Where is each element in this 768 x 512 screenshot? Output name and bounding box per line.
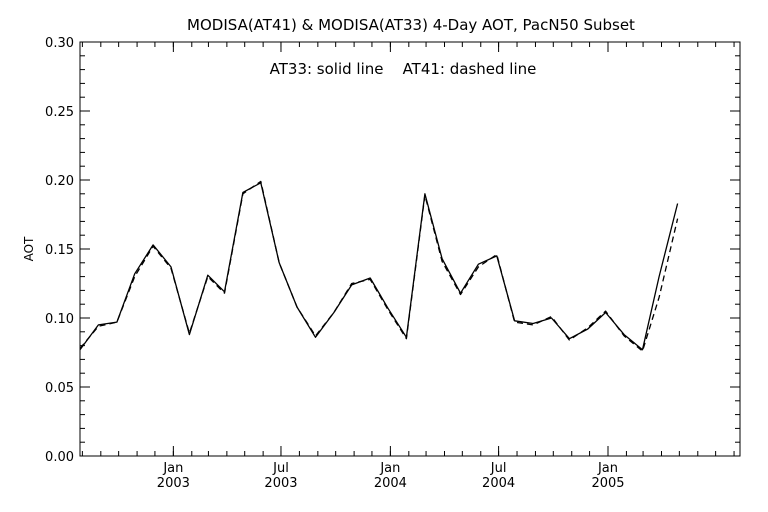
y-tick-label: 0.25 [45,105,74,120]
x-tick-label-month: Jan [597,461,618,476]
x-tick-label-year: 2005 [591,476,624,491]
y-tick-label: 0.15 [45,243,74,258]
series-lines [79,180,679,352]
x-tick-label-year: 2003 [264,476,297,491]
x-tick-label-year: 2004 [374,476,407,491]
plot-frame [79,41,741,457]
chart-title: MODISA(AT41) & MODISA(AT33) 4-Day AOT, P… [187,16,635,34]
y-tick-label: 0.05 [45,381,74,396]
series-line-at33 [79,182,679,351]
series-line-at41 [79,180,679,352]
x-tick-label-year: 2004 [482,476,515,491]
x-tick-label-month: Jul [272,461,289,476]
y-tick-label: 0.30 [45,36,74,51]
chart-annotation: AT33: solid line AT41: dashed line [270,60,537,78]
y-axis-label: AOT [22,236,36,261]
y-tick-label: 0.20 [45,174,74,189]
x-tick-label-month: Jul [490,461,507,476]
x-tick-label-year: 2003 [157,476,190,491]
x-tick-label-month: Jan [162,461,183,476]
y-tick-label: 0.00 [45,450,74,465]
y-tick-label: 0.10 [45,312,74,327]
axes: 0.000.050.100.150.200.250.30Jan2003Jul20… [45,36,740,491]
x-tick-label-month: Jan [379,461,400,476]
